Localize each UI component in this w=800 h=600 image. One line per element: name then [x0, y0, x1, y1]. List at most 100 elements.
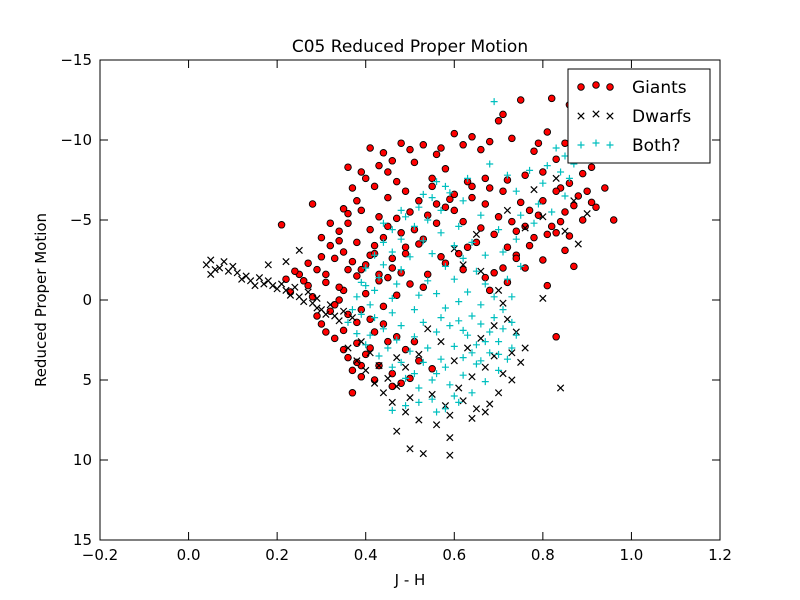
data-point [486, 328, 494, 336]
data-point [406, 393, 414, 402]
data-point [370, 182, 379, 191]
data-point [437, 337, 445, 346]
data-point [353, 197, 361, 205]
data-point [375, 161, 383, 170]
data-point [401, 243, 410, 251]
data-point [375, 274, 383, 282]
data-point [512, 235, 520, 243]
data-point [552, 229, 560, 237]
data-point [561, 227, 569, 235]
data-point [313, 294, 321, 303]
data-point [587, 163, 596, 171]
data-point [547, 222, 556, 231]
data-point [317, 253, 326, 261]
data-point [326, 241, 335, 250]
data-point [326, 301, 334, 309]
data-point [419, 358, 427, 366]
data-point [379, 219, 387, 227]
data-point [428, 250, 436, 258]
data-point [330, 301, 339, 309]
data-point [366, 349, 374, 357]
data-point [291, 283, 299, 291]
data-point [344, 219, 352, 227]
data-point [370, 379, 379, 387]
data-point [277, 280, 286, 288]
data-point [238, 275, 246, 283]
data-point [348, 306, 356, 314]
data-point [587, 198, 596, 207]
data-point [530, 147, 538, 155]
data-point [432, 150, 441, 159]
data-point [459, 326, 467, 334]
data-point [446, 451, 454, 459]
data-point [366, 225, 374, 234]
data-point [468, 373, 476, 381]
data-point [384, 222, 392, 231]
data-point [601, 184, 609, 192]
data-point [388, 382, 397, 391]
data-point [530, 219, 538, 227]
data-point [499, 299, 507, 307]
data-point [353, 272, 361, 280]
data-point [485, 184, 494, 192]
data-point [406, 253, 414, 261]
data-point [379, 261, 387, 269]
data-point [503, 243, 512, 251]
data-point [578, 216, 587, 224]
data-point [526, 166, 534, 174]
data-point [428, 376, 436, 384]
data-point [459, 261, 467, 269]
data-point [392, 214, 401, 223]
data-point [495, 350, 503, 358]
data-point [375, 361, 383, 370]
data-point [375, 213, 383, 221]
y-tick-label: −10 [60, 131, 92, 149]
x-tick-label: −0.2 [82, 546, 118, 564]
data-point [468, 312, 476, 320]
data-point [304, 281, 312, 290]
data-point [503, 171, 511, 179]
data-point [503, 315, 512, 323]
data-point [437, 314, 445, 322]
data-point [508, 376, 516, 384]
data-point [516, 96, 525, 104]
y-tick-label: 5 [82, 371, 92, 389]
data-point [291, 267, 299, 275]
data-point [570, 201, 578, 210]
data-point [468, 193, 476, 202]
data-point [402, 402, 410, 410]
data-point [450, 357, 458, 365]
data-point [335, 227, 343, 235]
data-point [406, 445, 414, 453]
data-point [481, 251, 489, 259]
data-point [570, 197, 578, 205]
data-point [521, 171, 529, 179]
data-point [609, 216, 618, 224]
y-tick-label: 15 [73, 531, 92, 549]
data-point [397, 322, 405, 330]
data-point [583, 209, 591, 218]
x-tick-label: 1.2 [708, 546, 732, 564]
data-point [530, 233, 538, 242]
data-point [388, 248, 396, 256]
data-point [251, 281, 259, 290]
data-point [459, 354, 467, 362]
data-point [552, 187, 560, 195]
data-point [472, 267, 480, 275]
data-point [415, 416, 423, 424]
data-point [499, 248, 507, 256]
data-point [370, 328, 379, 336]
data-point [530, 185, 538, 194]
data-point [485, 286, 494, 295]
data-point [450, 242, 458, 250]
data-point [357, 168, 366, 176]
data-point [446, 433, 454, 442]
data-point [375, 352, 383, 360]
data-point [455, 384, 463, 392]
series-giants [277, 94, 618, 397]
data-point [388, 363, 396, 371]
data-point [339, 326, 348, 335]
data-point [508, 293, 516, 301]
data-point [552, 144, 560, 152]
data-point [433, 290, 441, 298]
